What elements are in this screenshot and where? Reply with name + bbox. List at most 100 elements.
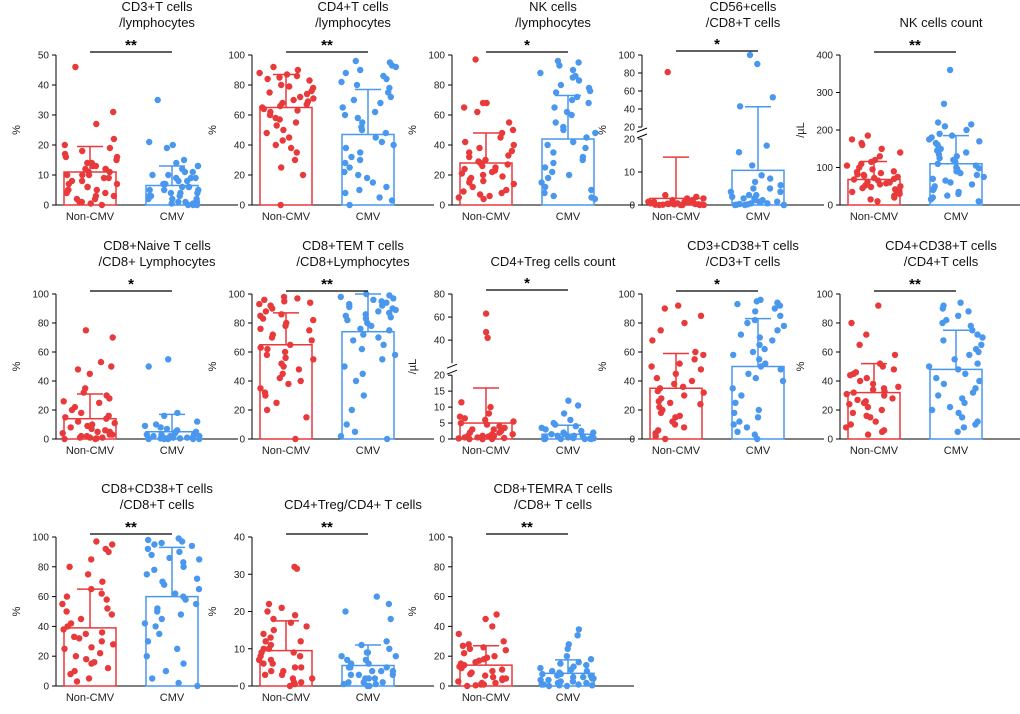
data-point xyxy=(291,680,298,688)
data-point xyxy=(194,162,202,170)
x-category-label: CMV xyxy=(356,445,381,457)
y-tick-label: 60 xyxy=(234,111,246,122)
data-point xyxy=(854,171,861,178)
data-point xyxy=(172,590,179,597)
y-tick-label: 60 xyxy=(434,111,446,122)
data-point xyxy=(568,96,576,104)
data-point xyxy=(63,608,70,615)
data-point xyxy=(310,95,317,102)
data-point xyxy=(144,545,152,553)
data-point xyxy=(294,107,301,114)
data-point xyxy=(388,197,396,204)
y-tick-label: 300 xyxy=(816,88,833,99)
data-point xyxy=(557,660,564,667)
data-point xyxy=(297,377,304,385)
y-tick-label: 100 xyxy=(228,51,245,62)
data-point xyxy=(93,120,100,128)
data-point xyxy=(856,341,863,348)
y-tick-label: 60 xyxy=(624,348,636,359)
data-point xyxy=(263,351,271,359)
data-point xyxy=(350,337,357,344)
data-point xyxy=(280,363,287,370)
data-point xyxy=(850,389,857,396)
data-point xyxy=(105,548,112,556)
data-point xyxy=(933,374,940,382)
data-point xyxy=(264,75,271,83)
data-point xyxy=(942,177,949,184)
data-point xyxy=(662,435,669,443)
data-point xyxy=(585,99,592,107)
data-point xyxy=(265,645,273,652)
data-point xyxy=(363,174,371,182)
data-point xyxy=(290,96,297,104)
data-point xyxy=(363,290,370,298)
data-point xyxy=(549,168,556,176)
data-point xyxy=(500,638,507,645)
data-point xyxy=(341,111,349,119)
data-point xyxy=(347,664,354,671)
data-point xyxy=(843,162,851,169)
data-point xyxy=(583,679,590,687)
data-point xyxy=(510,180,517,188)
data-point xyxy=(758,172,765,179)
data-point xyxy=(681,392,688,399)
data-point xyxy=(867,183,875,191)
chart-panel-8: CD4+Treg cells count 0 5 10 15 20 40 60 80/µL Non… xyxy=(407,254,634,457)
data-point xyxy=(307,299,314,306)
data-point xyxy=(338,653,345,660)
y-tick-label: 30 xyxy=(38,111,50,122)
data-point xyxy=(88,556,95,563)
data-point xyxy=(340,680,347,688)
data-point xyxy=(763,142,770,149)
data-point xyxy=(671,380,678,388)
y-tick-label: 0 xyxy=(239,201,245,212)
data-point xyxy=(505,119,513,126)
data-point xyxy=(864,403,872,411)
y-tick-label: 200 xyxy=(816,126,833,137)
x-category-label: CMV xyxy=(746,445,771,457)
chart-panel-10: CD4+CD38+T cells/CD4+T cells 0 20 40 60 80 100… xyxy=(795,238,1020,457)
data-point xyxy=(295,366,303,373)
data-point xyxy=(502,647,509,654)
data-point xyxy=(342,159,349,167)
data-point xyxy=(262,638,269,645)
data-point xyxy=(310,316,317,324)
data-point xyxy=(927,196,935,203)
data-point xyxy=(383,638,390,645)
data-point xyxy=(587,435,595,443)
data-point xyxy=(372,134,379,141)
data-point xyxy=(557,435,564,443)
data-point xyxy=(195,585,203,593)
data-point xyxy=(458,664,465,672)
data-point xyxy=(462,138,469,146)
y-axis-label: % xyxy=(795,361,807,371)
data-point xyxy=(466,149,473,156)
data-point xyxy=(185,183,193,191)
data-point xyxy=(499,173,506,180)
data-point xyxy=(264,608,271,615)
data-point xyxy=(859,141,866,149)
data-point xyxy=(98,201,106,209)
data-point xyxy=(895,383,902,390)
data-point xyxy=(306,327,313,334)
data-point xyxy=(181,168,189,176)
data-point xyxy=(496,423,503,430)
data-point xyxy=(110,135,118,143)
data-point xyxy=(177,611,185,618)
data-point xyxy=(549,667,556,675)
data-point xyxy=(105,174,112,182)
x-category-label: CMV xyxy=(556,445,581,457)
y-tick-label: 60 xyxy=(624,87,636,98)
data-point xyxy=(973,171,981,179)
data-point xyxy=(342,189,349,197)
data-point xyxy=(182,596,189,603)
data-point xyxy=(652,432,659,440)
data-point xyxy=(260,660,267,667)
data-point xyxy=(183,434,191,441)
data-point xyxy=(570,434,577,442)
chart-title-line: /CD8+T cells xyxy=(706,15,781,30)
y-tick-label: 0 xyxy=(629,435,635,446)
data-point xyxy=(510,141,517,149)
y-tick-label: 20 xyxy=(38,141,50,152)
data-point xyxy=(846,401,853,408)
